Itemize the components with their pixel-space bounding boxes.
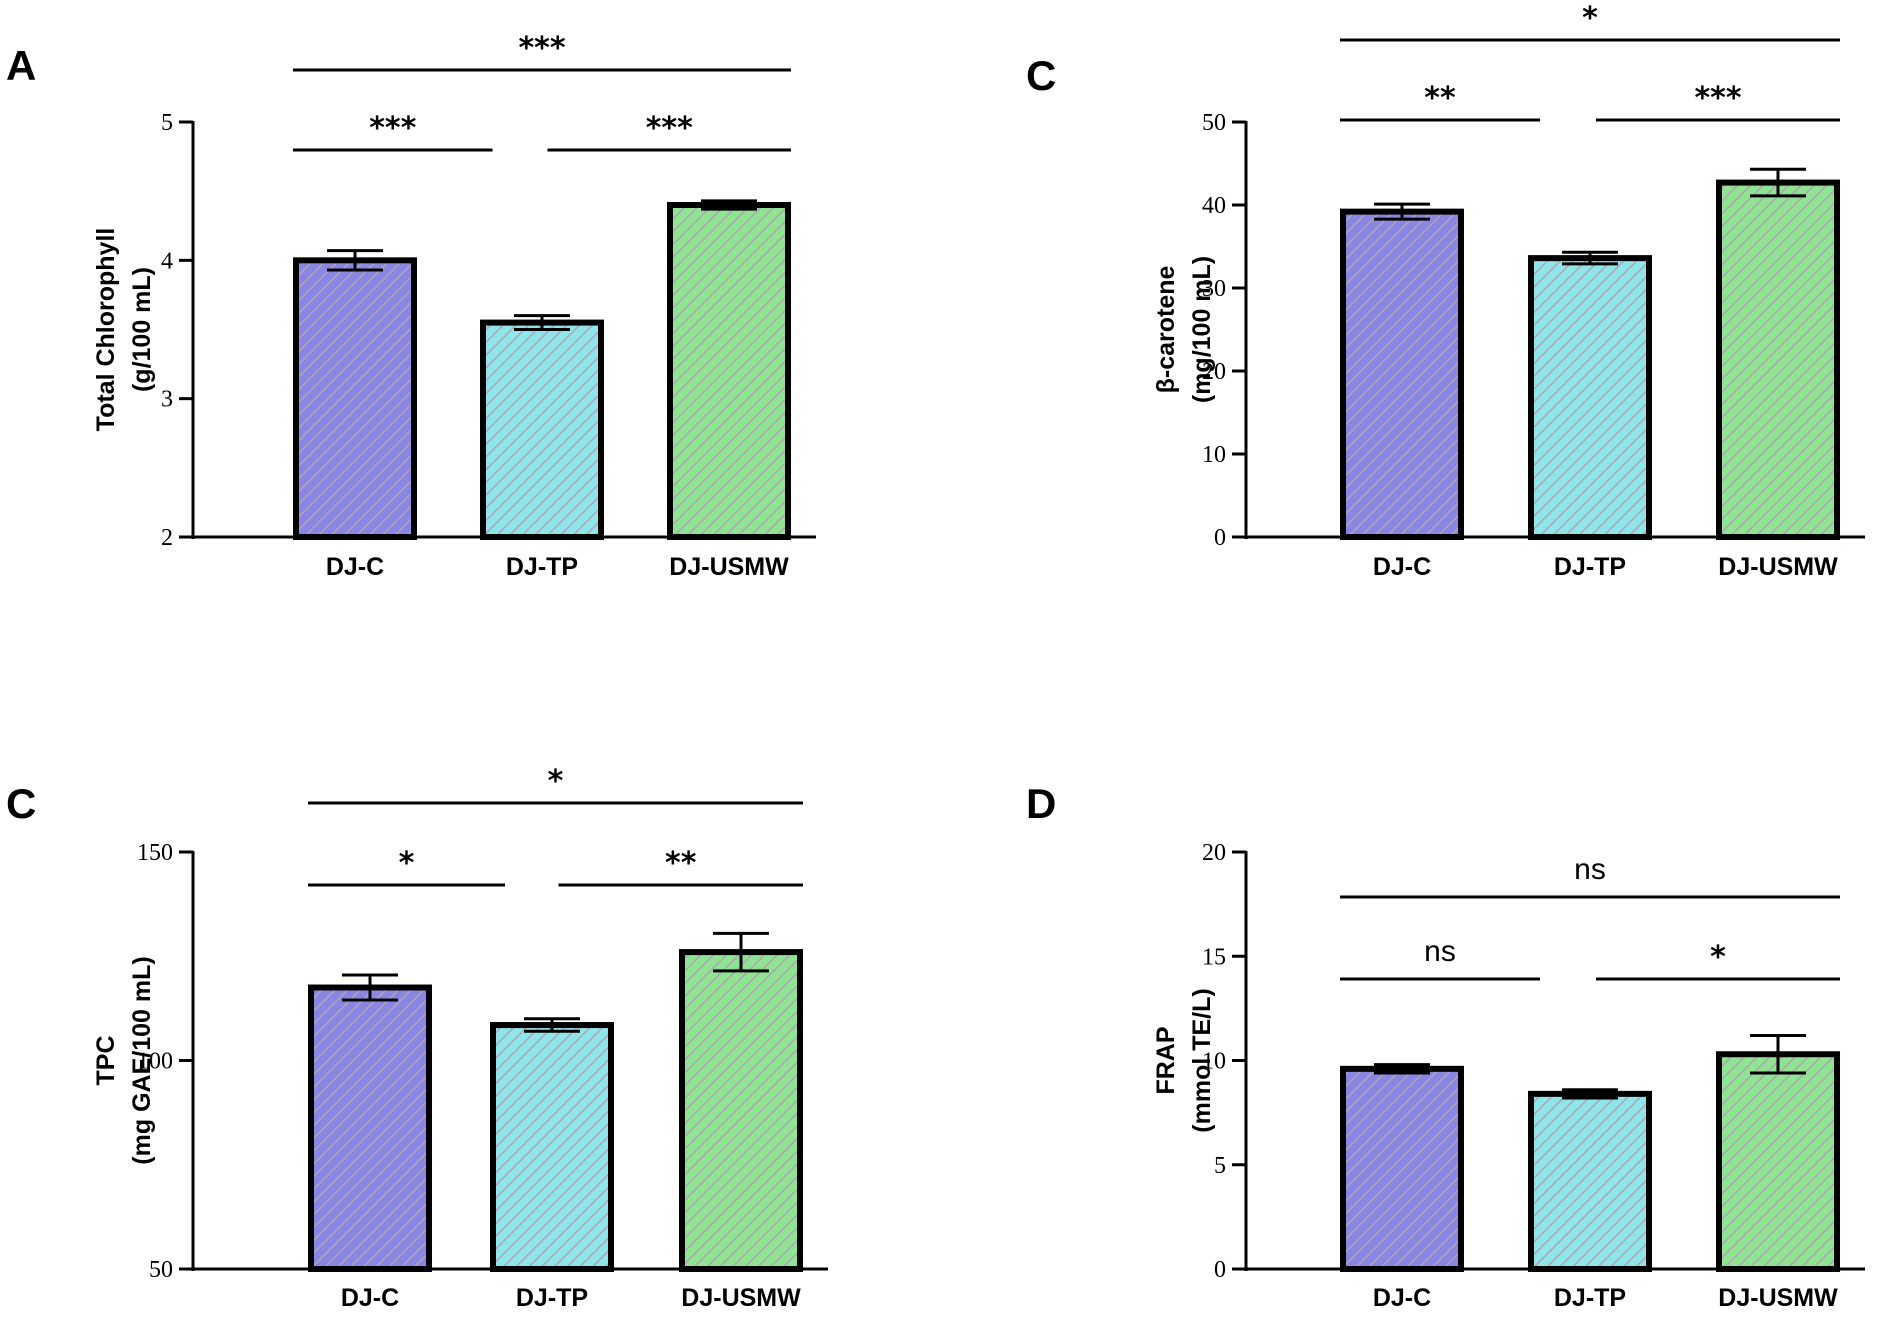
- x-tick-label: DJ-C: [1373, 1284, 1431, 1312]
- x-tick-label: DJ-USMW: [1718, 553, 1838, 581]
- y-tick-label: 10: [1202, 442, 1226, 468]
- y-tick-label: 10: [1202, 1049, 1226, 1075]
- bar-dj-usmw: [1716, 179, 1840, 540]
- significance-label: *: [399, 846, 415, 881]
- significance-label: *: [548, 764, 564, 799]
- significance-label: ***: [646, 111, 693, 146]
- chart-panel-1: 2 3 4 5 Total Chlorophyll (g/100 mL) DJ-C DJ-TP…: [92, 31, 816, 581]
- panel-letter-a: A: [6, 42, 37, 89]
- bar-dj-usmw: [679, 949, 803, 1273]
- y-axis-label-line2: (mg/100 mL): [1188, 256, 1216, 403]
- y-axis-label-line1: FRAP: [1152, 1026, 1180, 1094]
- y-tick-label: 20: [1202, 359, 1226, 385]
- y-tick-label: 2: [161, 525, 173, 551]
- significance-label: *: [1710, 940, 1726, 975]
- significance-label: ***: [518, 31, 565, 66]
- significance-label: **: [665, 846, 697, 881]
- bar-dj-tp: [480, 319, 604, 541]
- x-tick-label: DJ-TP: [506, 553, 578, 581]
- y-tick-label: 5: [161, 110, 173, 136]
- y-axis-label-line2: (g/100 mL): [128, 267, 156, 392]
- bar-dj-c: [293, 257, 417, 540]
- significance-label: ns: [1424, 935, 1456, 968]
- x-tick-label: DJ-USMW: [1718, 1284, 1838, 1312]
- y-axis-label-line1: TPC: [92, 1036, 120, 1086]
- y-tick-label: 0: [1214, 1257, 1226, 1283]
- bar-dj-c: [1340, 1065, 1464, 1272]
- x-tick-label: DJ-C: [341, 1284, 399, 1312]
- y-axis-label: Total Chlorophyll (g/100 mL): [92, 228, 156, 432]
- x-tick-label: DJ-TP: [516, 1284, 588, 1312]
- y-axis-label-line1: Total Chlorophyll: [92, 228, 120, 432]
- x-tick-label: DJ-C: [1373, 553, 1431, 581]
- y-tick-label: 5: [1214, 1153, 1226, 1179]
- bar-dj-usmw: [1716, 1051, 1840, 1272]
- x-tick-label: DJ-C: [326, 553, 384, 581]
- y-tick-label: 50: [149, 1257, 173, 1283]
- y-axis-label-line2: (mmol TE/L): [1188, 988, 1216, 1132]
- x-tick-label: DJ-TP: [1554, 553, 1626, 581]
- chart-panel-3: 50 100 150 TPC (mg GAE/100 mL) DJ-C DJ-TP DJ-US…: [92, 764, 828, 1312]
- y-tick-label: 15: [1202, 944, 1226, 970]
- chart-panel-4: 0 5 10 15 20 FRAP (mmol TE/L) DJ-C DJ-TP DJ-USMW n…: [1152, 840, 1865, 1312]
- panel-letter-d: D: [1026, 780, 1057, 827]
- y-tick-label: 100: [137, 1049, 173, 1075]
- y-tick-label: 40: [1202, 193, 1226, 219]
- significance-label: *: [1582, 1, 1598, 36]
- y-axis-label: β-carotene (mg/100 mL): [1152, 256, 1216, 403]
- chart-panel-2: 0 10 20 30 40 50 β-carotene (mg/100 mL) DJ-C DJ-T…: [1152, 1, 1865, 581]
- y-tick-label: 150: [137, 840, 173, 866]
- bar-dj-c: [1340, 208, 1464, 540]
- bar-dj-tp: [490, 1022, 614, 1273]
- bar-dj-tp: [1528, 255, 1652, 540]
- panel-letter-c-bottom: C: [6, 780, 37, 827]
- bar-dj-tp: [1528, 1090, 1652, 1272]
- bar-dj-usmw: [667, 202, 791, 540]
- y-axis-label-line2: (mg GAE/100 mL): [128, 956, 156, 1164]
- y-axis-label: FRAP (mmol TE/L): [1152, 988, 1216, 1132]
- y-axis-label: TPC (mg GAE/100 mL): [92, 956, 156, 1164]
- y-axis-label-line1: β-carotene: [1152, 266, 1180, 394]
- panel-letter-c-top: C: [1026, 52, 1057, 99]
- y-tick-label: 4: [161, 248, 173, 274]
- significance-label: ***: [369, 111, 416, 146]
- x-tick-label: DJ-USMW: [669, 553, 789, 581]
- x-tick-label: DJ-USMW: [681, 1284, 801, 1312]
- significance-label: ***: [1694, 81, 1741, 116]
- y-tick-label: 0: [1214, 525, 1226, 551]
- y-tick-label: 3: [161, 387, 173, 413]
- significance-label: ns: [1574, 853, 1606, 886]
- y-tick-label: 20: [1202, 840, 1226, 866]
- significance-label: **: [1424, 81, 1456, 116]
- y-tick-label: 30: [1202, 276, 1226, 302]
- y-tick-label: 50: [1202, 110, 1226, 136]
- x-tick-label: DJ-TP: [1554, 1284, 1626, 1312]
- bar-dj-c: [308, 984, 432, 1273]
